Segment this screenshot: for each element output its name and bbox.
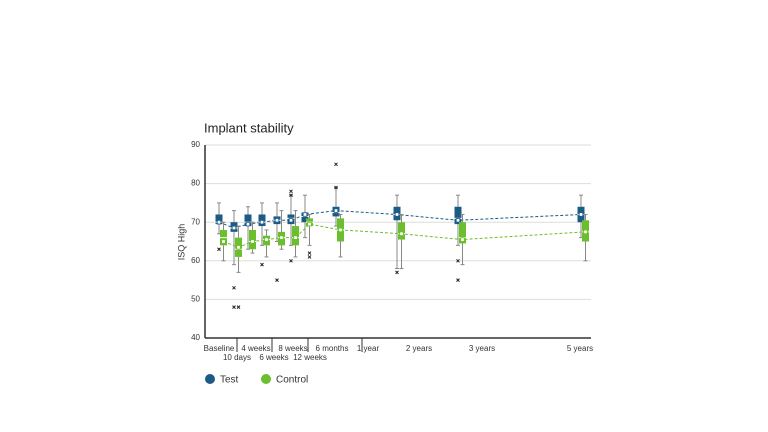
chart-title: Implant stability xyxy=(204,120,294,135)
mean-marker xyxy=(302,212,308,217)
box xyxy=(244,214,252,227)
x-tick-label: 12 weeks xyxy=(293,353,327,362)
mean-marker xyxy=(236,245,241,250)
outlier xyxy=(217,247,221,252)
outlier xyxy=(334,185,338,190)
y-tick-label: 50 xyxy=(191,295,200,304)
mean-marker xyxy=(460,237,465,242)
x-tick-label: 8 weeks xyxy=(278,344,307,353)
mean-marker xyxy=(338,227,343,233)
mean-line xyxy=(218,210,582,229)
x-tick-label: 1 year xyxy=(357,344,380,353)
outlier xyxy=(275,278,279,282)
box xyxy=(454,206,462,225)
x-tick-label: 3 years xyxy=(469,344,495,353)
mean-marker xyxy=(259,219,265,225)
y-tick-label: 60 xyxy=(191,256,200,265)
mean-marker xyxy=(221,239,226,244)
x-tick-label: 4 weeks xyxy=(241,344,270,353)
mean-marker xyxy=(293,235,298,240)
x-tick-label: 10 days xyxy=(223,353,251,362)
mean-marker xyxy=(274,218,280,223)
mean-marker xyxy=(250,239,255,244)
outlier xyxy=(289,193,293,198)
y-tick-label: 80 xyxy=(191,179,200,188)
mean-marker xyxy=(245,221,251,227)
mean-marker xyxy=(394,212,400,217)
outlier xyxy=(289,189,293,194)
mean-marker xyxy=(399,231,404,236)
outlier xyxy=(307,251,312,255)
legend-label: Control xyxy=(276,375,308,386)
outlier xyxy=(236,305,241,309)
legend-marker xyxy=(261,374,271,384)
legend-marker xyxy=(205,374,215,384)
mean-marker xyxy=(583,229,588,235)
y-axis-label: ISQ High xyxy=(176,224,186,261)
mean-marker xyxy=(279,235,284,240)
box xyxy=(398,222,405,240)
outlier xyxy=(232,305,236,309)
box xyxy=(459,222,466,244)
box xyxy=(301,212,309,223)
box xyxy=(215,214,223,225)
x-tick-label: 5 years xyxy=(567,344,593,353)
outlier xyxy=(334,162,338,167)
mean-marker xyxy=(216,219,222,225)
outlier xyxy=(395,270,399,275)
mean-marker xyxy=(333,208,339,213)
outlier xyxy=(232,285,236,290)
y-tick-label: 70 xyxy=(191,217,200,226)
mean-marker xyxy=(455,218,461,223)
x-tick-label: 6 weeks xyxy=(259,353,288,362)
y-tick-label: 90 xyxy=(191,140,200,149)
x-tick-label: 6 months xyxy=(316,344,349,353)
mean-marker xyxy=(578,212,584,217)
mean-line xyxy=(223,223,586,248)
mean-marker xyxy=(264,237,269,242)
outlier xyxy=(456,278,460,282)
mean-marker xyxy=(307,221,312,227)
y-tick-label: 40 xyxy=(191,333,200,342)
mean-marker xyxy=(288,218,294,223)
legend-label: Test xyxy=(220,375,239,386)
outlier xyxy=(307,255,312,259)
outlier xyxy=(260,262,264,267)
x-tick-label: 2 years xyxy=(406,344,432,353)
mean-marker xyxy=(231,225,237,231)
x-tick-label: Baseline xyxy=(204,344,235,353)
outlier xyxy=(289,258,293,263)
outlier xyxy=(456,258,460,263)
